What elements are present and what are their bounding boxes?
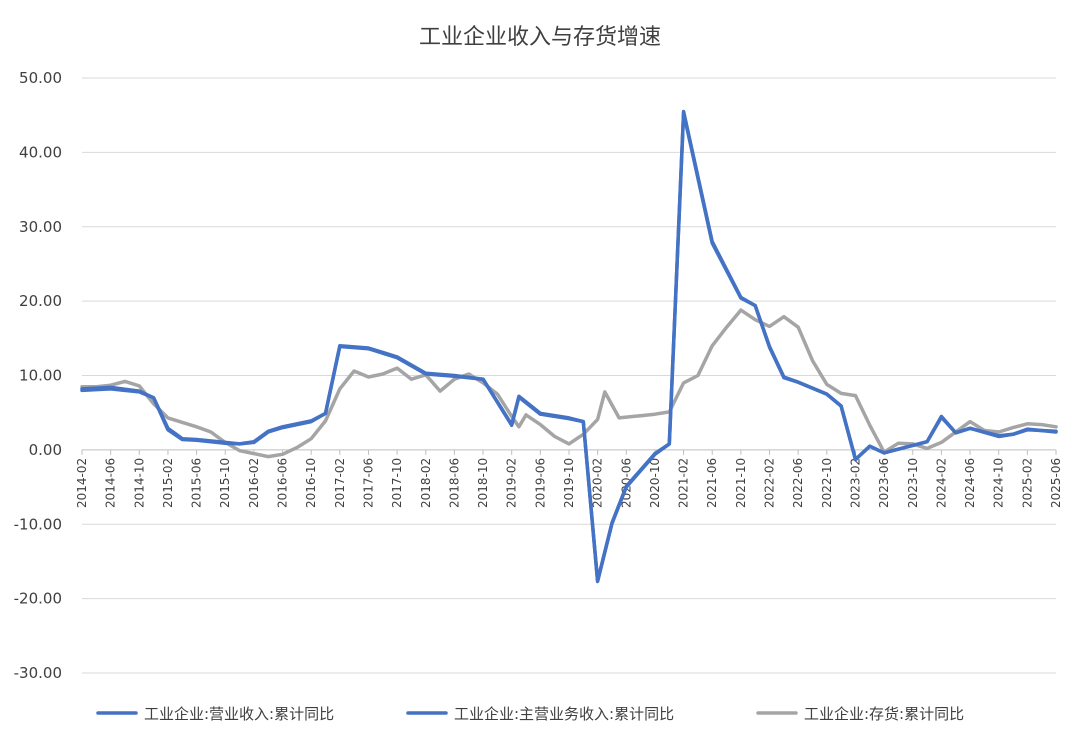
x-tick-label: 2016-06 [276,458,290,508]
x-tick-label: 2020-02 [591,458,605,508]
legend-label-2: 工业企业:主营业务收入:累计同比 [454,705,674,723]
y-tick-label: -30.00 [14,664,62,682]
x-tick-label: 2016-10 [304,458,318,508]
x-tick-label: 2015-06 [190,458,204,508]
x-tick-label: 2019-06 [533,458,547,508]
x-tick-label: 2018-06 [447,458,461,508]
legend-label-3: 工业企业:存货:累计同比 [804,705,964,723]
x-tick-label: 2017-02 [333,458,347,508]
x-tick-label: 2022-06 [791,458,805,508]
x-tick-label: 2025-06 [1049,458,1063,508]
series-line-2 [80,111,1058,583]
x-tick-label: 2014-02 [75,458,89,508]
series-line-1 [80,109,1058,584]
y-tick-label: -10.00 [14,515,62,533]
x-tick-label: 2017-06 [361,458,375,508]
x-tick-label: 2025-02 [1020,458,1034,508]
chart-title: 工业企业收入与存货增速 [419,25,661,50]
x-tick-label: 2018-02 [419,458,433,508]
x-tick-label: 2014-10 [132,458,146,508]
x-tick-label: 2024-10 [992,458,1006,508]
series-lines [80,109,1058,584]
x-tick-label: 2018-10 [476,458,490,508]
x-tick-label: 2023-10 [906,458,920,508]
x-tick-label: 2019-02 [505,458,519,508]
x-tick-label: 2017-10 [390,458,404,508]
gridlines [82,77,1056,674]
y-tick-label: 30.00 [19,218,62,236]
legend: 工业企业:营业收入:累计同比 工业企业:主营业务收入:累计同比 工业企业:存货:累计… [96,705,964,723]
y-tick-label: 50.00 [19,69,62,87]
y-tick-label: 10.00 [19,367,62,385]
x-tick-label: 2021-06 [705,458,719,508]
x-tick-label: 2016-02 [247,458,261,508]
y-tick-label: 40.00 [19,143,62,161]
x-tick-label: 2021-02 [677,458,691,508]
x-tick-label: 2015-02 [161,458,175,508]
x-tick-label: 2024-02 [934,458,948,508]
x-tick-label: 2021-10 [734,458,748,508]
x-tick-label: 2023-06 [877,458,891,508]
x-tick-label: 2022-10 [820,458,834,508]
x-tick-label: 2024-06 [963,458,977,508]
axes: 50.00 40.00 30.00 20.00 10.00 0.00 -10.00 -20.0… [14,69,1063,682]
x-tick-label: 2019-10 [562,458,576,508]
series-line-3 [80,308,1058,459]
legend-label-1: 工业企业:营业收入:累计同比 [144,705,334,723]
x-tick-label: 2023-02 [848,458,862,508]
x-tick-label: 2015-10 [218,458,232,508]
x-tick-label: 2022-02 [763,458,777,508]
x-tick-label: 2020-10 [648,458,662,508]
y-tick-label: 0.00 [29,441,62,459]
y-tick-label: 20.00 [19,292,62,310]
x-tick-label: 2014-06 [104,458,118,508]
y-tick-label: -20.00 [14,590,62,608]
